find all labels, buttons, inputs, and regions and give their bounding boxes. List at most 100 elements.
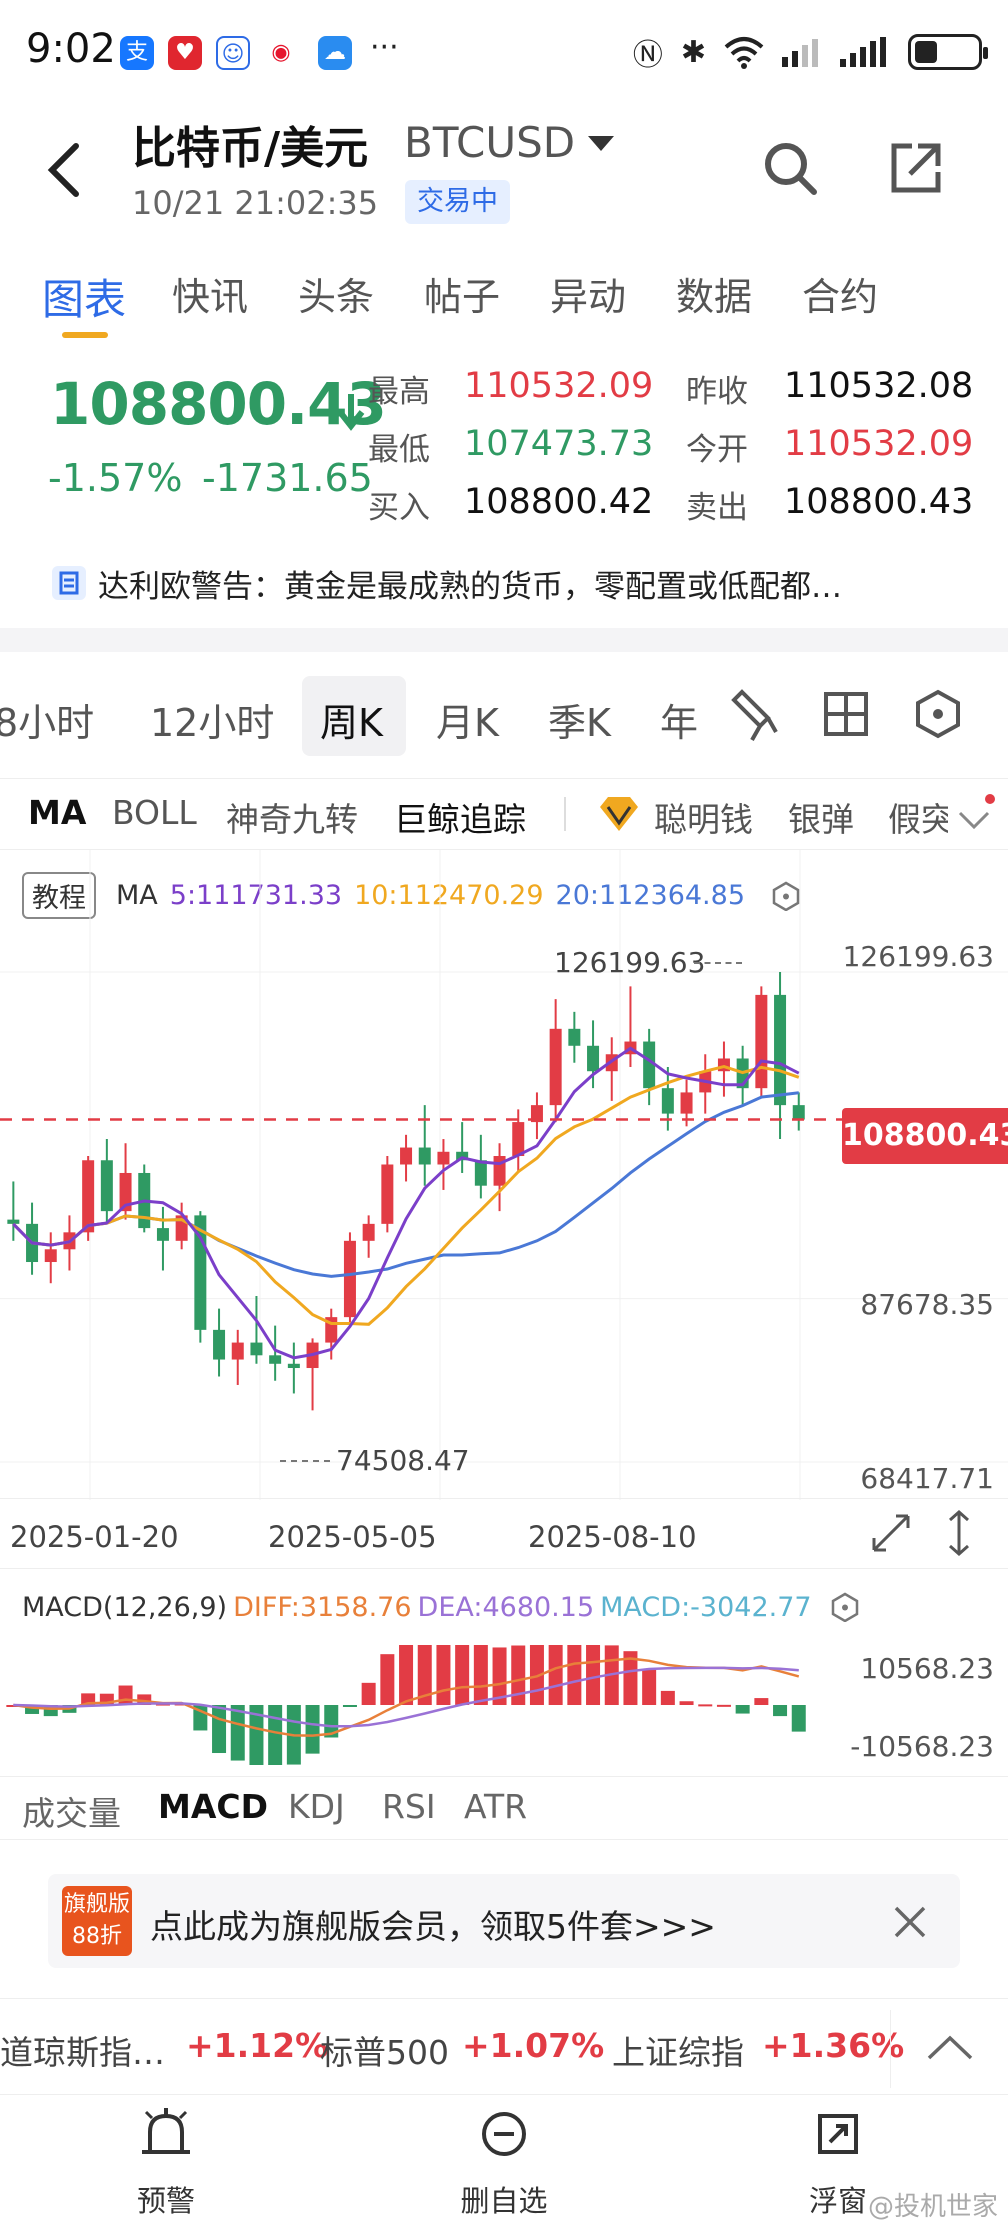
candle bbox=[530, 1092, 543, 1140]
chevron-up-icon[interactable] bbox=[925, 2032, 975, 2062]
settings-hexagon-icon[interactable] bbox=[914, 688, 962, 740]
tutorial-button[interactable]: 教程 bbox=[22, 872, 96, 919]
drawing-tool-icon[interactable] bbox=[728, 688, 780, 744]
stat-value-prev-close: 110532.08 bbox=[784, 366, 974, 406]
subindicator-kdj[interactable]: KDJ bbox=[288, 1787, 345, 1826]
candle-body bbox=[381, 1164, 394, 1224]
y-axis-mid: 87678.35 bbox=[860, 1288, 994, 1321]
period-weekly[interactable]: 周K bbox=[320, 701, 383, 745]
macd-bar bbox=[342, 1705, 357, 1707]
subindicator-volume[interactable]: 成交量 bbox=[22, 1794, 121, 1833]
signal-icon bbox=[782, 39, 818, 67]
macd-diff: DIFF:3158.76 bbox=[233, 1592, 412, 1623]
candle bbox=[774, 972, 787, 1140]
market-ticker[interactable]: 道琼斯指… +1.12% 标普500 +1.07% 上证综指 +1.36% bbox=[0, 2008, 1008, 2088]
indicator-whale-tracking[interactable]: 巨鲸追踪 bbox=[394, 800, 526, 839]
share-icon[interactable] bbox=[888, 140, 944, 196]
candle-body bbox=[587, 1045, 600, 1072]
remove-watchlist-icon[interactable] bbox=[414, 2106, 594, 2160]
tab-contracts[interactable]: 合约 bbox=[802, 275, 879, 319]
period-yearly[interactable]: 年 bbox=[660, 701, 699, 745]
tab-movements[interactable]: 异动 bbox=[550, 275, 627, 319]
tab-flash-news[interactable]: 快讯 bbox=[172, 275, 249, 319]
period-quarterly[interactable]: 季K bbox=[548, 701, 611, 745]
ticker-expand[interactable] bbox=[890, 2010, 1008, 2088]
macd-settings-icon[interactable] bbox=[830, 1592, 860, 1622]
macd-bar bbox=[642, 1669, 657, 1705]
candle bbox=[100, 1139, 113, 1224]
search-icon[interactable] bbox=[760, 138, 820, 198]
back-arrow-icon[interactable] bbox=[42, 140, 90, 200]
chart-grid bbox=[0, 850, 1008, 1500]
period-8h[interactable]: 8小时 bbox=[0, 701, 95, 745]
macd-bar bbox=[754, 1698, 769, 1705]
indicator-ma[interactable]: MA bbox=[28, 793, 87, 832]
more-notifications: ··· bbox=[370, 30, 399, 65]
alarm-bell-icon[interactable] bbox=[76, 2106, 256, 2160]
candle bbox=[287, 1342, 300, 1394]
ma-settings-icon[interactable] bbox=[771, 881, 801, 911]
diamond-icon bbox=[600, 797, 638, 831]
symbol-selector[interactable]: BTCUSD bbox=[404, 118, 576, 167]
candle bbox=[587, 1020, 600, 1089]
candle-body bbox=[44, 1249, 57, 1263]
indicator-false-breakout[interactable]: 假突 bbox=[888, 800, 948, 839]
promo-badge: 旗舰版 88折 bbox=[62, 1886, 132, 1956]
nav-label-alert[interactable]: 预警 bbox=[136, 2184, 195, 2218]
candle-body bbox=[119, 1172, 132, 1212]
macd-bar bbox=[548, 1645, 563, 1705]
close-icon[interactable] bbox=[892, 1904, 928, 1940]
status-icons: Ⓝ ✱ bbox=[633, 30, 988, 74]
promo-banner[interactable] bbox=[48, 1874, 960, 1968]
candle bbox=[7, 1181, 20, 1241]
candle bbox=[250, 1295, 263, 1364]
floating-window-icon[interactable] bbox=[748, 2106, 928, 2160]
date-label-1: 2025-01-20 bbox=[10, 1520, 179, 1554]
candle bbox=[456, 1122, 469, 1173]
news-headline[interactable]: 达利欧警告：黄金是最成熟的货币，零配置或低配都… bbox=[98, 569, 842, 605]
nav-label-floating-window[interactable]: 浮窗 bbox=[808, 2184, 867, 2218]
ticker-name-spx: 标普500 bbox=[320, 2033, 449, 2072]
tab-headlines[interactable]: 头条 bbox=[298, 275, 375, 319]
stat-label-bid: 买入 bbox=[368, 490, 430, 526]
candle-body bbox=[400, 1147, 413, 1165]
layout-grid-icon[interactable] bbox=[822, 690, 870, 738]
chevron-down-icon[interactable] bbox=[588, 136, 614, 151]
candle bbox=[156, 1206, 169, 1271]
candle bbox=[343, 1232, 356, 1326]
trading-status-badge: 交易中 bbox=[405, 180, 510, 224]
vertical-zoom-icon[interactable] bbox=[944, 1508, 974, 1558]
macd-bar bbox=[511, 1645, 526, 1705]
weibo-icon: ◉ bbox=[264, 36, 298, 70]
promo-text[interactable]: 点此成为旗舰版会员，领取5件套>>> bbox=[150, 1907, 716, 1946]
max-price-label: 126199.63 bbox=[554, 946, 706, 979]
indicator-smart-money[interactable]: 聪明钱 bbox=[654, 800, 753, 839]
stat-label-ask: 卖出 bbox=[686, 490, 748, 526]
macd-bar bbox=[212, 1705, 227, 1754]
sub-indicator-bar: 成交量 MACD KDJ RSI ATR bbox=[0, 1776, 1008, 1840]
stat-value-high: 110532.09 bbox=[464, 366, 654, 406]
indicator-silver-bullet[interactable]: 银弹 bbox=[788, 800, 854, 839]
subindicator-atr[interactable]: ATR bbox=[464, 1787, 528, 1826]
macd-chart bbox=[6, 1645, 806, 1765]
subindicator-macd[interactable]: MACD bbox=[158, 1787, 268, 1826]
tab-data[interactable]: 数据 bbox=[676, 275, 753, 319]
subindicator-rsi[interactable]: RSI bbox=[382, 1787, 436, 1826]
nav-label-remove-watchlist[interactable]: 删自选 bbox=[460, 2184, 548, 2218]
candle bbox=[792, 1092, 805, 1131]
wifi-icon bbox=[724, 37, 764, 69]
indicator-boll[interactable]: BOLL bbox=[112, 793, 197, 832]
date-label-2: 2025-05-05 bbox=[268, 1520, 437, 1554]
macd-bar bbox=[660, 1690, 675, 1705]
tab-posts[interactable]: 帖子 bbox=[424, 275, 501, 319]
candle bbox=[512, 1109, 525, 1173]
period-monthly[interactable]: 月K bbox=[436, 701, 499, 745]
indicator-td-sequential[interactable]: 神奇九转 bbox=[226, 800, 358, 839]
candlestick-chart[interactable] bbox=[0, 850, 1008, 1570]
fullscreen-icon[interactable] bbox=[870, 1512, 912, 1554]
period-12h[interactable]: 12小时 bbox=[150, 701, 275, 745]
candle-body bbox=[250, 1342, 263, 1356]
candle bbox=[269, 1325, 282, 1381]
tab-chart[interactable]: 图表 bbox=[42, 275, 127, 324]
chevron-down-icon[interactable] bbox=[952, 793, 998, 839]
